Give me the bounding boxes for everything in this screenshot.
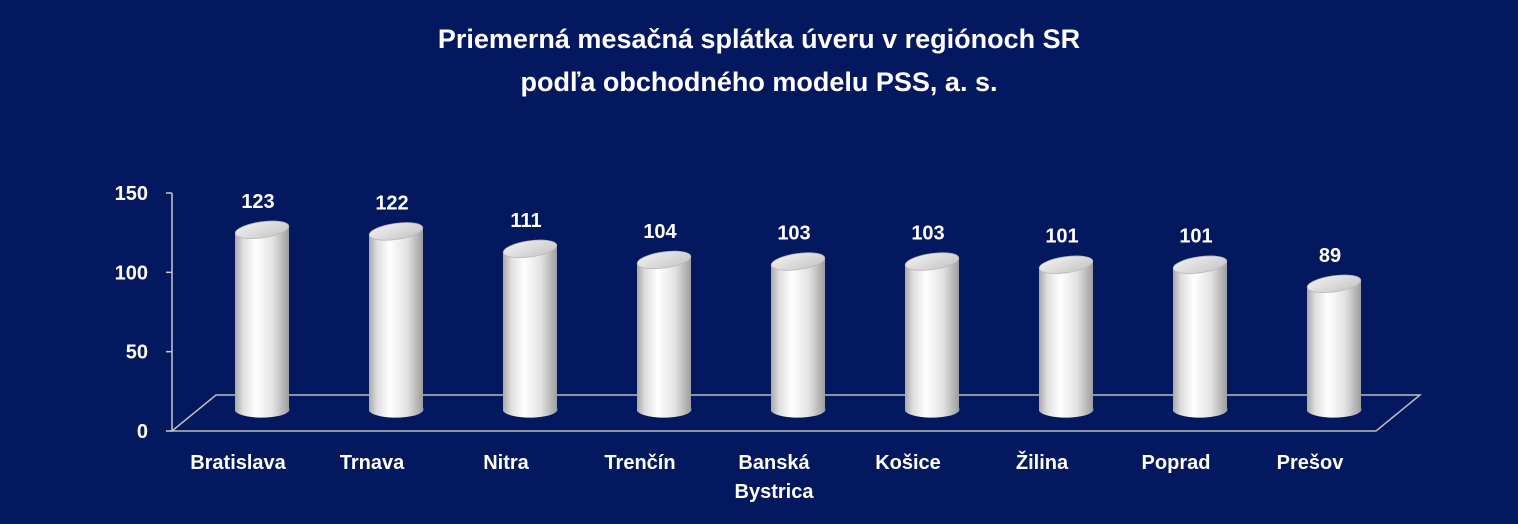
bar: 123: [234, 191, 290, 418]
bar-body: [1307, 280, 1362, 418]
category-label: Poprad: [1142, 452, 1211, 474]
y-tick-label: 150: [115, 183, 148, 205]
category-label: Bratislava: [190, 452, 286, 474]
y-axis-ticks: 0 50 100 150: [115, 183, 172, 443]
bar-top: [636, 250, 692, 270]
chart-floor: [169, 394, 1423, 432]
y-tick-label: 0: [137, 421, 148, 443]
data-label: 103: [911, 223, 944, 245]
bar: 101: [1038, 226, 1094, 418]
y-tick-label: 100: [115, 262, 148, 284]
bar: 111: [502, 210, 558, 418]
chart-subtitle: podľa obchodného modelu PSS, a. s.: [521, 67, 998, 97]
bar: 103: [770, 223, 826, 418]
bar: 104: [636, 221, 692, 418]
bar: 89: [1306, 245, 1362, 418]
bar-body: [905, 258, 960, 418]
bar-body: [235, 226, 290, 418]
data-label: 89: [1319, 245, 1341, 267]
category-label: Banská: [738, 452, 810, 474]
bar-top: [1306, 274, 1362, 293]
chart-title: Priemerná mesačná splátka úveru v región…: [438, 24, 1080, 54]
bar-body: [1173, 261, 1228, 418]
category-label: Nitra: [483, 452, 529, 474]
x-axis-labels: Bratislava Trnava Nitra Trenčín Banská Bystri…: [190, 450, 1344, 503]
data-label: 123: [241, 191, 274, 213]
category-label: Košice: [875, 452, 941, 474]
data-label: 101: [1179, 226, 1212, 248]
category-label: Trenčín: [604, 452, 675, 474]
bar-top: [1038, 255, 1094, 274]
bar: 103: [904, 223, 960, 418]
bar-top: [1172, 255, 1228, 274]
category-label: Prešov: [1277, 452, 1345, 474]
bar-top: [502, 239, 558, 259]
bar-body: [637, 256, 692, 418]
bar-top: [904, 252, 960, 271]
bar-top: [770, 252, 826, 271]
bar-body: [771, 258, 826, 418]
data-label: 111: [510, 210, 541, 232]
bar-series: 123 122 111 104 103 103 101 101 89: [234, 191, 1362, 418]
category-label: Trnava: [340, 452, 405, 474]
data-label: 122: [375, 192, 408, 214]
bar-body: [369, 228, 424, 418]
data-label: 104: [643, 221, 677, 243]
category-label: Bystrica: [735, 481, 815, 503]
bar-body: [503, 245, 558, 418]
data-label: 101: [1045, 226, 1078, 248]
bar: 122: [368, 192, 424, 418]
bar: 101: [1172, 226, 1228, 418]
category-label: Žilina: [1016, 450, 1069, 474]
bar-top: [234, 220, 290, 240]
y-tick-label: 50: [126, 342, 148, 364]
data-label: 103: [777, 223, 810, 245]
bar-body: [1039, 261, 1094, 418]
bar-top: [368, 222, 424, 241]
